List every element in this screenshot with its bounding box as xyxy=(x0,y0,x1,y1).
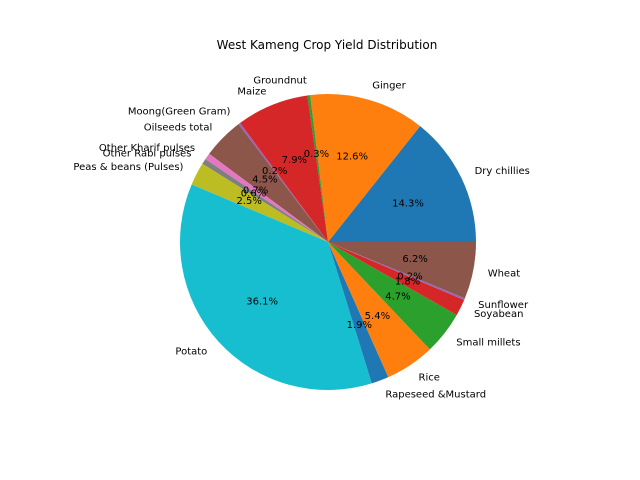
slice-label-sunflower: Sunflower xyxy=(478,300,529,311)
pct-label-groundnut: 0.3% xyxy=(304,149,329,160)
pie-slice-oilseeds-total xyxy=(209,124,328,242)
slice-label-other-kharif-pulses: Other Kharif pulses xyxy=(99,143,195,154)
pie-slice-other-kharif-pulses xyxy=(205,153,328,242)
pct-label-dry-chillies: 14.3% xyxy=(392,198,424,209)
pct-label-soyabean: 1.8% xyxy=(395,276,420,287)
pie-slice-small-millets xyxy=(328,242,457,350)
pie-slice-rapeseed-mustard xyxy=(328,242,389,384)
slice-label-soyabean: Soyabean xyxy=(474,309,523,320)
chart-title: West Kameng Crop Yield Distribution xyxy=(217,38,438,52)
slice-label-potato: Potato xyxy=(175,346,207,357)
pie-slice-ginger xyxy=(310,94,421,242)
pie-slice-dry-chillies xyxy=(328,126,476,242)
pct-label-maize: 7.9% xyxy=(282,155,307,166)
pct-label-small-millets: 4.7% xyxy=(385,292,410,303)
pie-slice-sunflower xyxy=(328,242,465,300)
pct-label-potato: 36.1% xyxy=(246,297,278,308)
pct-label-peas-beans-pulses: 2.5% xyxy=(236,196,261,207)
slice-label-groundnut: Groundnut xyxy=(253,76,306,87)
pie-percent-labels: 14.3%12.6%0.3%7.9%0.2%4.5%0.7%0.6%2.5%36… xyxy=(236,149,427,331)
pie-slice-rice xyxy=(328,242,430,378)
slice-label-oilseeds-total: Oilseeds total xyxy=(144,123,213,134)
pct-label-sunflower: 0.2% xyxy=(397,271,422,282)
pct-label-ginger: 12.6% xyxy=(336,152,368,163)
pie-slice-soyabean xyxy=(328,242,465,315)
pie-slice-wheat xyxy=(328,242,476,299)
pie-slice-peas-beans-pulses xyxy=(191,163,328,242)
pct-label-moong-green-gram: 0.2% xyxy=(262,166,287,177)
slice-label-dry-chillies: Dry chillies xyxy=(475,166,530,177)
pct-label-other-kharif-pulses: 0.7% xyxy=(243,186,268,197)
pct-label-oilseeds-total: 4.5% xyxy=(252,175,277,186)
slice-label-ginger: Ginger xyxy=(372,80,406,91)
pct-label-rapeseed-mustard: 1.9% xyxy=(347,320,372,331)
pct-label-rice: 5.4% xyxy=(365,311,390,322)
slice-label-other-rabi-pulses: Other Rabi pulses xyxy=(103,148,192,159)
slice-label-maize: Maize xyxy=(237,86,266,97)
pie-slice-maize xyxy=(239,95,328,242)
slice-label-rapeseed-mustard: Rapeseed &Mustard xyxy=(385,389,486,400)
pie-slices xyxy=(180,94,476,391)
pie-slice-moong-green-gram xyxy=(238,123,328,242)
slice-label-small-millets: Small millets xyxy=(456,337,520,348)
pct-label-wheat: 6.2% xyxy=(402,254,427,265)
slice-label-wheat: Wheat xyxy=(488,269,521,280)
slice-label-rice: Rice xyxy=(419,372,440,383)
pct-label-other-rabi-pulses: 0.6% xyxy=(241,189,266,200)
pie-slice-groundnut xyxy=(307,95,328,242)
pie-slice-potato xyxy=(180,184,372,391)
slice-label-moong-green-gram: Moong(Green Gram) xyxy=(128,107,231,118)
pie-slice-other-rabi-pulses xyxy=(202,159,328,242)
slice-label-peas-beans-pulses: Peas & beans (Pulses) xyxy=(73,162,183,173)
